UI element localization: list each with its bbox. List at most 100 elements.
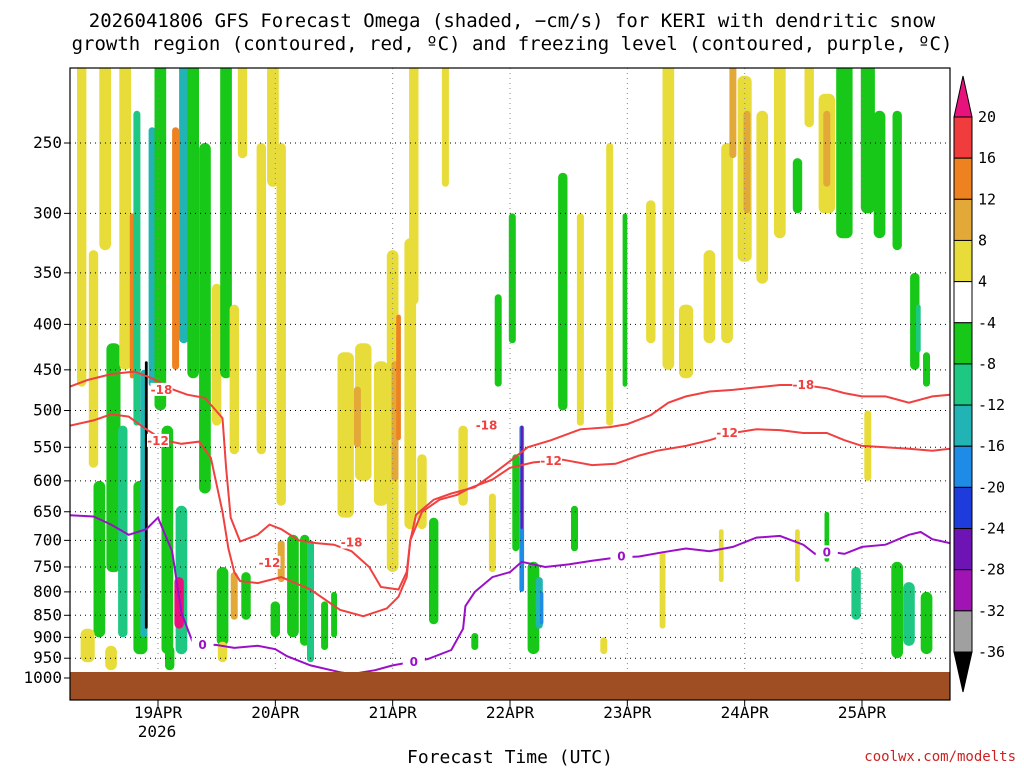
omega-cell-12 (148, 127, 156, 387)
colorbar-bottom-arrow (953, 651, 973, 693)
omega-cell-31 (277, 540, 285, 583)
colorbar-bin-3 (953, 198, 973, 241)
omega-cell-55 (512, 454, 520, 552)
omega-cell-1 (88, 250, 99, 468)
omega-cell-26 (216, 567, 229, 646)
y-tick-label-1000: 1000 (23, 668, 62, 687)
contour-label-bg-0-0 (150, 382, 173, 396)
omega-cell-65 (622, 213, 628, 387)
y-tick-label-950: 950 (33, 648, 62, 667)
omega-cell-28 (241, 572, 251, 620)
y-axis: 250 300 350 400 450 500 550 600 650 700 750 800 850 9… (23, 133, 70, 687)
y-tick-label-300: 300 (33, 203, 62, 222)
contour-label-bg-0-2 (475, 418, 498, 432)
omega-cell-71 (729, 68, 737, 159)
omega-cell-46 (404, 238, 417, 530)
omega-cell-45 (396, 314, 401, 441)
colorbar-top-arrow (953, 75, 973, 118)
omega-cell-19 (187, 68, 199, 379)
omega-cell-13 (154, 68, 167, 411)
omega-cell-98 (165, 645, 175, 671)
omega-cell-57 (520, 425, 523, 530)
grid-lines (70, 68, 950, 700)
x-tick-label-25APR: 25APR (838, 703, 887, 722)
colorbar-label-8: 8 (978, 231, 987, 249)
y-tick-label-250: 250 (33, 133, 62, 152)
contour-label--18: -18 (151, 383, 173, 397)
omega-cell-81 (860, 68, 875, 214)
contour-label-bg-2-2 (610, 549, 633, 563)
omega-cell-22 (212, 283, 222, 426)
contour-label-bg-1-2 (540, 454, 563, 468)
contour-label--12: -12 (147, 434, 169, 448)
omega-cell-100 (471, 633, 479, 650)
contour-label--18: -18 (341, 536, 363, 550)
colorbar-bin-5 (953, 281, 973, 324)
colorbar-label-20: 20 (978, 108, 996, 126)
omega-cell-82 (873, 110, 886, 239)
contour-label--12: -12 (259, 556, 281, 570)
colorbar-bin-1 (953, 116, 973, 159)
contour-label--12: -12 (540, 454, 562, 468)
omega-cell-73 (743, 110, 751, 214)
omega-cell-54 (508, 213, 516, 344)
contour-label-bg-0-3 (792, 377, 815, 391)
omega-cell-29 (256, 143, 266, 455)
chart-title-line-2: growth region (contoured, red, ºC) and f… (72, 33, 953, 55)
omega-cell-85 (916, 304, 921, 353)
colorbar-label--16: -16 (978, 437, 1005, 455)
omega-cell-67 (662, 68, 675, 370)
colorbar-label--32: -32 (978, 602, 1005, 620)
omega-cell-8 (133, 110, 141, 426)
omega-cell-74 (756, 110, 769, 284)
omega-cell-42 (353, 386, 361, 448)
omega-cell-25 (237, 68, 248, 159)
colorbar-bin-7 (953, 363, 973, 406)
y-tick-label-800: 800 (33, 582, 62, 601)
omega-cell-89 (920, 591, 933, 655)
contour-label-bg-2-0 (191, 637, 214, 651)
colorbar-bin-8 (953, 404, 973, 447)
omega-cell-97 (105, 645, 117, 671)
omega-cell-94 (659, 551, 666, 629)
omega-cell-90 (851, 567, 861, 620)
colorbar-label-16: 16 (978, 149, 996, 167)
contour-label-0: 0 (617, 550, 625, 564)
x-axis: 19APR 20APR 21APR 22APR 23APR 24APR 25APR (134, 700, 887, 722)
omega-cell-101 (600, 637, 608, 655)
omega-cell-88 (903, 582, 915, 646)
omega-cell-60 (539, 591, 544, 625)
omega-cell-15 (172, 127, 180, 370)
x-tick-label-22APR: 22APR (486, 703, 535, 722)
credit-text: coolwx.com/modelts (864, 749, 1016, 765)
contour-label-bg-1-3 (716, 425, 739, 439)
omega-cell-27 (230, 572, 238, 620)
contour-label-bg-2-1 (402, 655, 425, 669)
omega-cell-30 (267, 68, 279, 187)
contour-label-0: 0 (823, 545, 831, 559)
omega-cell-39 (337, 352, 354, 518)
x-tick-label-24APR: 24APR (721, 703, 770, 722)
omega-cell-23 (220, 68, 232, 379)
colorbar-bin-10 (953, 486, 973, 530)
omega-cell-4 (106, 343, 121, 573)
omega-cell-77 (804, 68, 814, 128)
omega-cell-75 (774, 68, 786, 239)
y-tick-label-900: 900 (33, 627, 62, 646)
omega-cell-11 (144, 361, 148, 629)
x-year-label: 2026 (138, 722, 177, 741)
contour-label-bg-0-1 (340, 535, 363, 549)
omega-cell-62 (571, 505, 578, 552)
contour-label--12: -12 (716, 426, 738, 440)
omega-cell-6 (119, 68, 131, 370)
contour-label--18: -18 (476, 419, 498, 433)
colorbar-bin-9 (953, 445, 973, 488)
omega-cell-79 (823, 110, 831, 187)
colorbar-label--28: -28 (978, 561, 1005, 579)
colorbar-bin-4 (953, 239, 973, 283)
y-tick-label-600: 600 (33, 471, 62, 490)
colorbar-label--8: -8 (978, 355, 996, 373)
omega-cell-63 (576, 213, 584, 426)
omega-cell-64 (606, 143, 614, 426)
omega-cell-69 (703, 250, 716, 344)
